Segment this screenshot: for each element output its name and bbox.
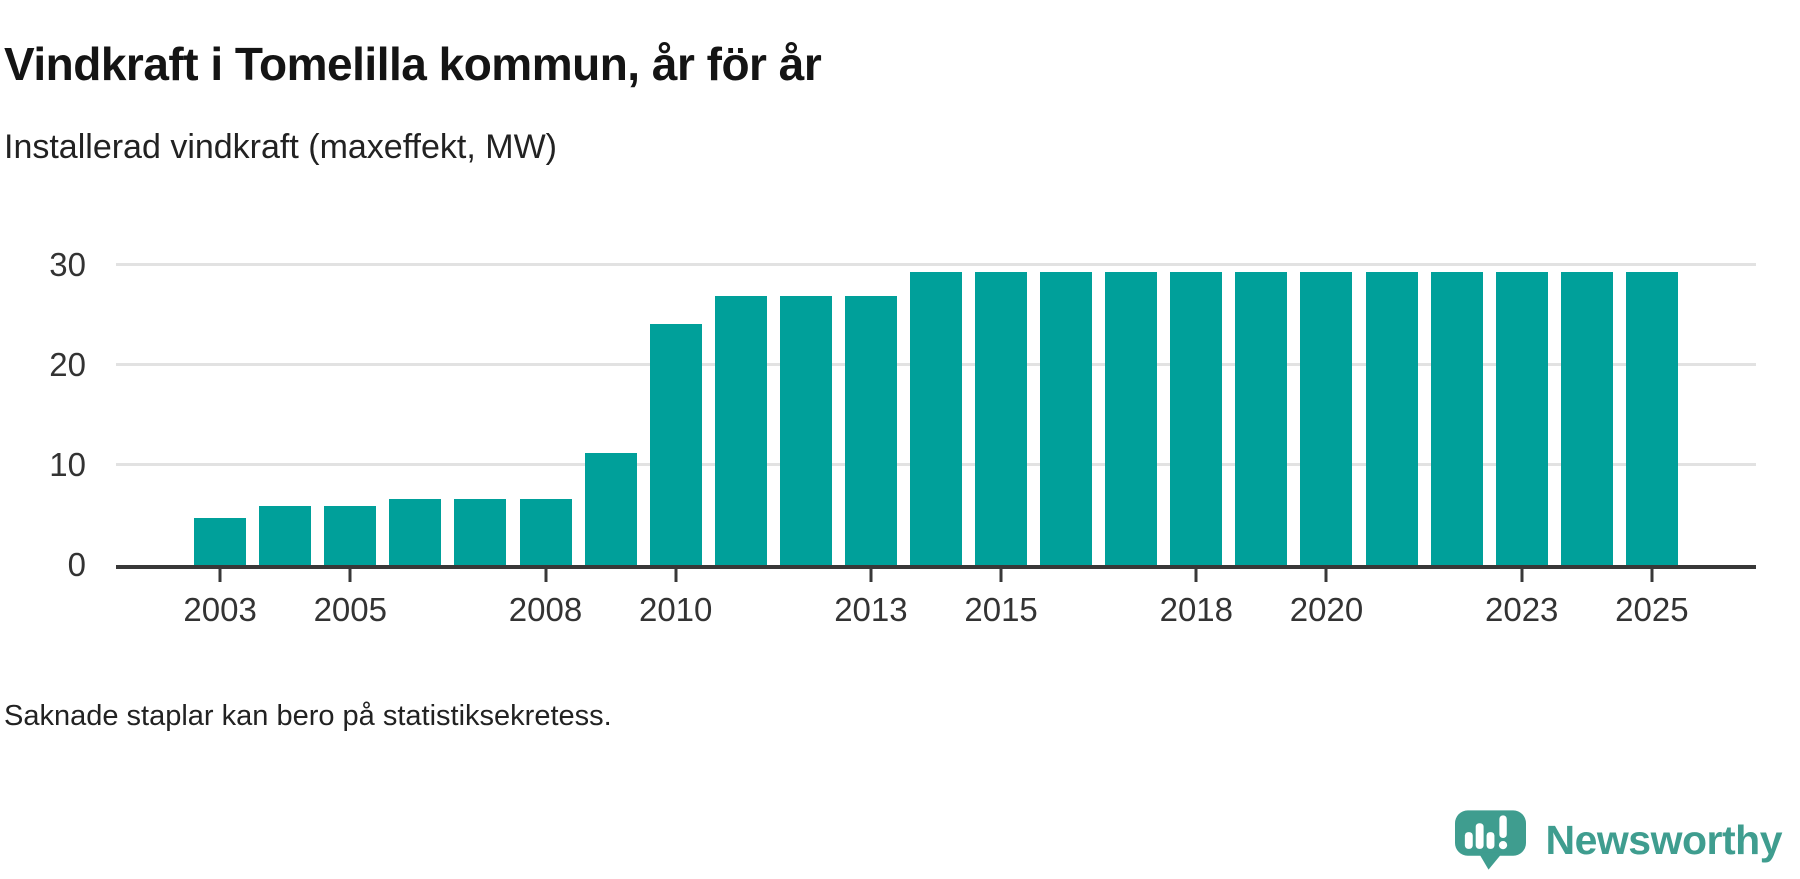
- bar-2023: [1495, 272, 1548, 565]
- y-axis-tick-label: 30: [49, 246, 86, 283]
- newsworthy-wordmark: Newsworthy: [1545, 816, 1783, 863]
- bar-2020: [1300, 272, 1353, 565]
- y-axis-tick-label: 0: [67, 546, 86, 583]
- bar-2008: [519, 499, 572, 565]
- x-tick-mark-2020: [1324, 565, 1328, 582]
- footnote: Saknade staplar kan bero på statistiksek…: [4, 700, 612, 732]
- brand-logo: Newsworthy: [1454, 810, 1783, 870]
- y-axis-tick-label: 20: [49, 346, 86, 383]
- bar-2019: [1235, 272, 1288, 565]
- x-axis-tick-label: 2003: [183, 591, 257, 628]
- chart-subtitle: Installerad vindkraft (maxeffekt, MW): [4, 128, 557, 166]
- bar-2018: [1170, 272, 1223, 565]
- y-axis-tick-label: 10: [49, 446, 86, 483]
- newsworthy-logo-icon: [1454, 810, 1526, 870]
- bar-2015: [975, 272, 1028, 565]
- bar-2005: [324, 506, 377, 565]
- bar-2003: [194, 518, 247, 565]
- x-axis-tick-label: 2013: [834, 591, 908, 628]
- gridline-y-30: [116, 263, 1756, 266]
- x-axis-tick-label: 2008: [508, 591, 583, 628]
- bar-2012: [779, 296, 832, 565]
- bar-2009: [584, 453, 637, 565]
- x-tick-mark-2010: [674, 565, 678, 582]
- bar-2006: [389, 499, 442, 565]
- bar-2021: [1365, 272, 1418, 565]
- x-axis-tick-label: 2005: [313, 591, 387, 628]
- bar-2016: [1040, 272, 1093, 565]
- x-tick-mark-2018: [1194, 565, 1198, 582]
- x-tick-mark-2025: [1650, 565, 1654, 582]
- bar-2010: [649, 324, 702, 565]
- bar-2022: [1430, 272, 1483, 565]
- bar-2025: [1625, 272, 1678, 565]
- bar-2013: [844, 296, 897, 565]
- bar-2017: [1105, 272, 1158, 565]
- x-tick-mark-2003: [218, 565, 222, 582]
- x-axis-tick-label: 2023: [1484, 591, 1559, 628]
- x-axis-tick-label: 2025: [1615, 591, 1689, 628]
- x-tick-mark-2015: [999, 565, 1003, 582]
- bar-2024: [1560, 272, 1613, 565]
- bar-2011: [714, 296, 767, 565]
- plot-area: 0 10 20 30 2003 2005 2008 2010 2013 2015 2018 2020 2…: [49, 216, 1756, 628]
- bar-2007: [454, 499, 507, 565]
- bar-2014: [910, 272, 962, 565]
- bar-2004: [259, 506, 312, 565]
- x-tick-mark-2013: [869, 565, 873, 582]
- x-tick-mark-2008: [544, 565, 548, 582]
- x-axis-tick-label: 2020: [1289, 591, 1364, 628]
- x-tick-mark-2005: [348, 565, 352, 582]
- x-tick-mark-2023: [1520, 565, 1524, 582]
- chart-title: Vindkraft i Tomelilla kommun, år för år: [4, 37, 822, 90]
- x-axis-tick-label: 2015: [964, 591, 1038, 628]
- x-axis-tick-label: 2010: [638, 591, 713, 628]
- x-axis-tick-label: 2018: [1159, 591, 1234, 628]
